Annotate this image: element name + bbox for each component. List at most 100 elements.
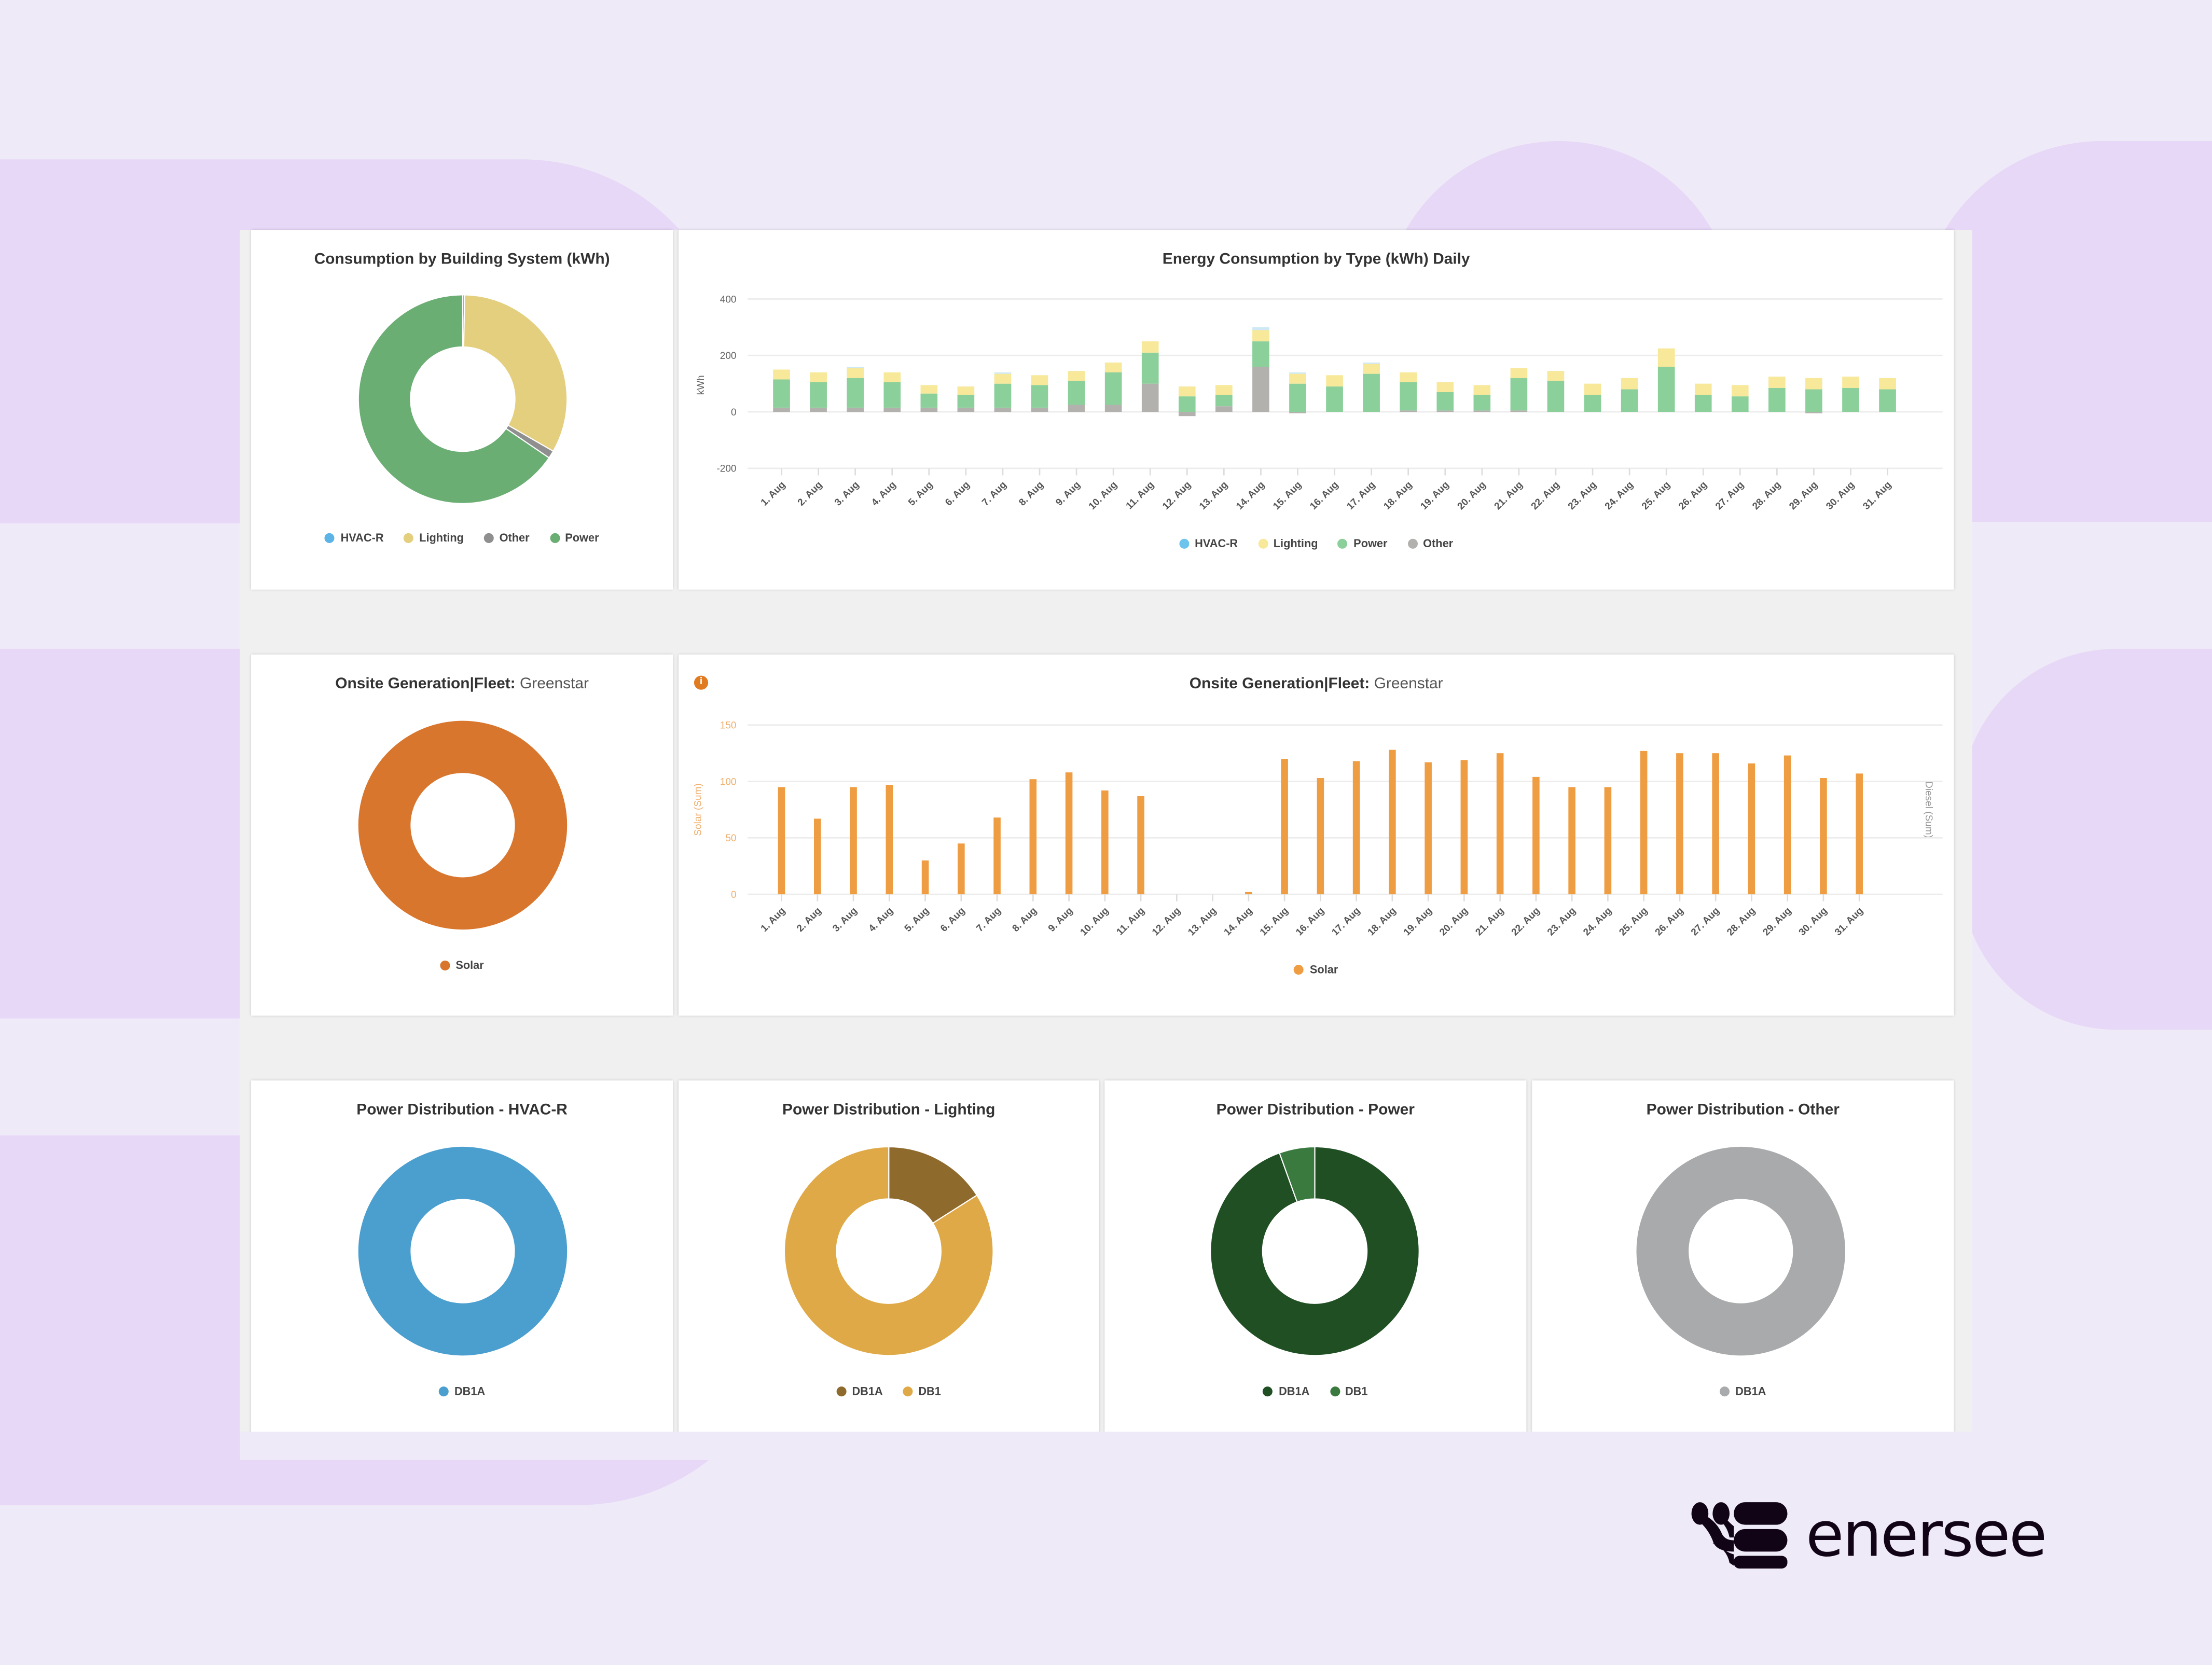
x-tick-label: 27. Aug xyxy=(1689,905,1722,938)
energy-daily-chart: kWh 400 200 0 -200 1. Aug 2. Aug 3. Aug 4. Aug 5… xyxy=(696,294,1943,512)
legend-item-power[interactable]: Power xyxy=(1338,537,1387,550)
bar-lighting-23 xyxy=(1584,383,1601,395)
dot-icon xyxy=(1257,538,1268,549)
bar-power-19 xyxy=(1436,392,1454,411)
bar-power-30 xyxy=(1842,387,1859,412)
bar-solar-15 xyxy=(1281,759,1288,895)
bar-solar-24 xyxy=(1604,787,1612,895)
generation-donut-card: Onsite Generation|Fleet: Greenstar Solar xyxy=(251,654,673,1016)
info-icon[interactable]: i xyxy=(694,675,709,690)
x-tick-label: 10. Aug xyxy=(1087,479,1119,512)
legend-item-solar[interactable]: Solar xyxy=(440,959,484,972)
x-tick-label: 28. Aug xyxy=(1750,479,1783,512)
y-tick-label: 0 xyxy=(731,890,737,900)
bar-power-14 xyxy=(1252,341,1269,367)
bar-hvac-r-7 xyxy=(994,372,1012,374)
legend-label: Lighting xyxy=(1273,537,1318,550)
bar-lighting-18 xyxy=(1400,372,1417,382)
legend: DB1A xyxy=(1532,1385,1954,1398)
bar-other-15 xyxy=(1289,412,1306,413)
legend-item-power[interactable]: Power xyxy=(549,532,599,545)
legend-label: Solar xyxy=(455,959,484,972)
x-tick-label: 26. Aug xyxy=(1653,905,1686,938)
bar-solar-17 xyxy=(1352,761,1360,895)
x-tick-label: 7. Aug xyxy=(980,479,1008,508)
legend-label: Power xyxy=(565,532,599,545)
x-tick-label: 7. Aug xyxy=(974,905,1003,934)
distribution-lighting-donut xyxy=(783,1146,994,1356)
bar-lighting-8 xyxy=(1031,375,1048,385)
card-title: Power Distribution - HVAC-R xyxy=(356,1101,568,1119)
bar-lighting-19 xyxy=(1436,382,1454,392)
x-tick-label: 20. Aug xyxy=(1456,479,1488,512)
x-tick-label: 21. Aug xyxy=(1492,479,1525,512)
legend-item-hvac[interactable]: HVAC-R xyxy=(1179,537,1238,550)
legend-label: DB1A xyxy=(1279,1385,1310,1398)
donut-slice-db1a xyxy=(888,1146,978,1224)
x-tick-label: 29. Aug xyxy=(1787,479,1820,512)
bar-lighting-15 xyxy=(1289,373,1306,384)
bar-lighting-28 xyxy=(1768,377,1786,388)
x-tick-label: 25. Aug xyxy=(1617,905,1650,938)
legend-item-hvac[interactable]: HVAC-R xyxy=(325,532,384,545)
y-axis-label-left: Solar (Sum) xyxy=(693,783,704,836)
legend-item-other[interactable]: Other xyxy=(1407,537,1453,550)
legend-label: Power xyxy=(1353,537,1388,550)
dot-icon xyxy=(404,533,414,543)
bar-power-25 xyxy=(1657,367,1675,412)
x-tick-label: 4. Aug xyxy=(867,905,895,934)
legend-item-lighting[interactable]: Lighting xyxy=(404,532,464,545)
legend: DB1A xyxy=(251,1385,673,1398)
legend-label: DB1A xyxy=(454,1385,486,1398)
bar-power-6 xyxy=(957,395,975,408)
x-tick-label: 18. Aug xyxy=(1381,479,1414,512)
bg-shape xyxy=(1960,648,2212,1030)
x-tick-label: 25. Aug xyxy=(1640,479,1672,512)
x-tick-label: 16. Aug xyxy=(1308,479,1340,512)
y-tick-label: -200 xyxy=(716,464,736,475)
bar-solar-23 xyxy=(1568,787,1575,895)
bar-solar-25 xyxy=(1640,751,1648,895)
legend-item-other[interactable]: Other xyxy=(483,532,530,545)
bar-lighting-7 xyxy=(994,373,1012,384)
donut-slice-db1a xyxy=(1210,1146,1420,1356)
legend-item-db1a[interactable]: DB1A xyxy=(836,1385,883,1398)
bar-other-7 xyxy=(994,407,1012,412)
bar-power-17 xyxy=(1363,373,1380,412)
bar-solar-8 xyxy=(1029,779,1037,895)
bar-solar-22 xyxy=(1532,776,1540,895)
legend-item-lighting[interactable]: Lighting xyxy=(1257,537,1318,550)
x-tick-label: 26. Aug xyxy=(1677,479,1709,512)
bar-solar-6 xyxy=(958,843,965,895)
x-tick-label: 12. Aug xyxy=(1150,905,1183,938)
legend-item-db1a[interactable]: DB1A xyxy=(439,1385,486,1398)
x-tick-label: 27. Aug xyxy=(1713,479,1746,512)
bar-hvac-r-17 xyxy=(1363,362,1380,364)
x-tick-label: 24. Aug xyxy=(1603,479,1636,512)
bar-other-19 xyxy=(1436,410,1454,412)
legend-item-solar[interactable]: Solar xyxy=(1294,963,1338,976)
bar-other-3 xyxy=(847,407,864,412)
donut-slice-db1a xyxy=(1636,1146,1845,1356)
x-tick-label: 31. Aug xyxy=(1861,479,1893,512)
legend-item-db1[interactable]: DB1 xyxy=(903,1385,941,1398)
x-tick-label: 31. Aug xyxy=(1833,905,1865,938)
x-tick-label: 15. Aug xyxy=(1271,479,1304,512)
distribution-other-donut xyxy=(1636,1146,1845,1356)
legend-item-db1a[interactable]: DB1A xyxy=(1263,1385,1310,1398)
x-tick-label: 3. Aug xyxy=(833,479,861,508)
bar-power-13 xyxy=(1215,395,1233,407)
bar-lighting-9 xyxy=(1068,371,1085,381)
dot-icon xyxy=(1294,965,1305,975)
bar-power-5 xyxy=(920,393,938,408)
legend-item-db1[interactable]: DB1 xyxy=(1330,1385,1368,1398)
bar-lighting-24 xyxy=(1621,378,1638,390)
x-tick-label: 17. Aug xyxy=(1345,479,1377,512)
bar-lighting-16 xyxy=(1326,375,1343,387)
title-bold: Onsite Generation|Fleet: xyxy=(1189,675,1370,693)
dot-icon xyxy=(1263,1386,1274,1397)
y-axis-label-right: Diesel (Sum) xyxy=(1923,781,1934,838)
bar-other-8 xyxy=(1031,407,1048,412)
card-title: Consumption by Building System (kWh) xyxy=(314,251,610,268)
legend-item-db1a[interactable]: DB1A xyxy=(1720,1385,1766,1398)
